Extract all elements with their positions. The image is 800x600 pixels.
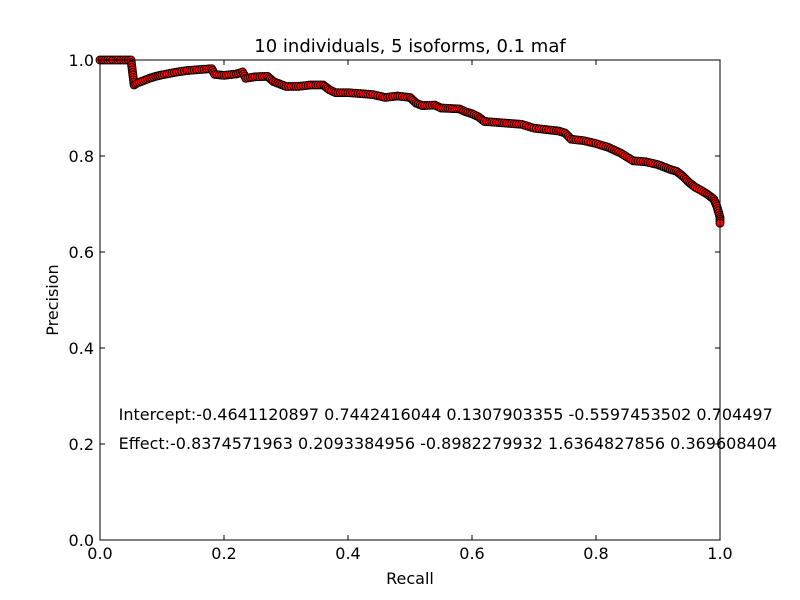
intercept-annotation: Intercept:-0.4641120897 0.7442416044 0.1… [119, 405, 773, 424]
effect-annotation: Effect:-0.8374571963 0.2093384956 -0.898… [119, 434, 777, 453]
x-tick-label: 0.8 [583, 544, 608, 563]
x-tick-label: 0.2 [211, 544, 236, 563]
x-tick-label: 0.4 [335, 544, 360, 563]
y-tick-label: 0.6 [69, 243, 94, 262]
y-axis-label: Precision [43, 264, 62, 335]
data-markers [95, 55, 725, 228]
axes: 0.0 0.2 0.4 0.6 0.8 1.0 0.0 0.2 0.4 0.6 0.8 1.0 [69, 51, 733, 563]
y-tick-label: 1.0 [69, 51, 94, 70]
x-tick-label: 0.0 [87, 544, 112, 563]
annotations: Intercept:-0.4641120897 0.7442416044 0.1… [119, 405, 777, 453]
y-tick-label: 0.2 [69, 435, 94, 454]
y-tick-label: 0.8 [69, 147, 94, 166]
x-axis-label: Recall [386, 569, 434, 588]
chart-title: 10 individuals, 5 isoforms, 0.1 maf [254, 36, 566, 57]
x-tick-label: 1.0 [707, 544, 732, 563]
y-tick-label: 0.4 [69, 339, 94, 358]
y-tick-label: 0.0 [69, 531, 94, 550]
plot-frame [99, 59, 721, 541]
x-tick-label: 0.6 [459, 544, 484, 563]
